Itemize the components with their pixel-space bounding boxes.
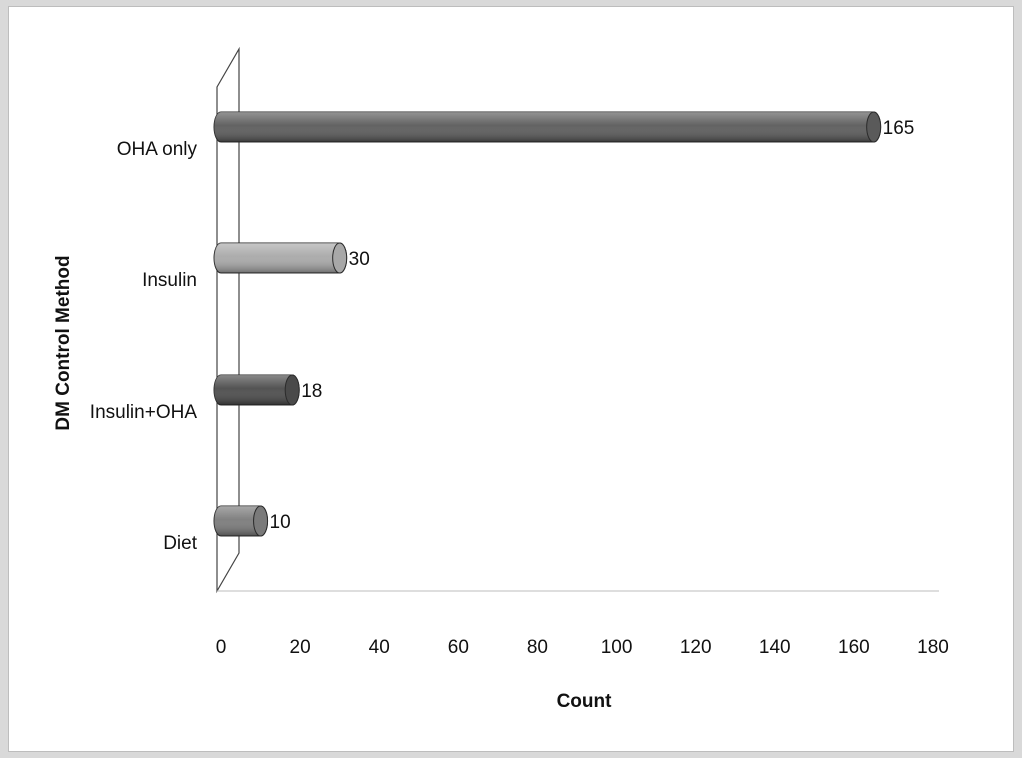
x-tick-label: 60 — [448, 637, 469, 658]
x-tick-label: 0 — [216, 637, 227, 658]
x-axis-title: Count — [557, 691, 613, 712]
bar-end-cap — [284, 374, 300, 406]
x-tick-label: 120 — [680, 637, 712, 658]
x-tick-label: 20 — [290, 637, 311, 658]
category-label: OHA only — [117, 139, 198, 160]
bar-group — [213, 374, 300, 406]
plot-back-wall — [216, 46, 240, 594]
bar-value-label: 10 — [270, 512, 291, 533]
x-tick-label: 40 — [369, 637, 390, 658]
bar-shading — [214, 112, 881, 142]
x-tick-label: 160 — [838, 637, 870, 658]
x-tick-label: 180 — [917, 637, 949, 658]
bar-end-cap — [866, 111, 882, 143]
bar-group — [213, 505, 269, 537]
y-axis-title: DM Control Method — [53, 255, 74, 430]
chart-frame: 165 OHA only 30 Insulin 18 Insulin+OHA 10 Diet … — [8, 6, 1014, 752]
x-tick-labels: 0 20 40 60 80 100 120 140 160 180 — [216, 637, 949, 658]
bar-value-label: 18 — [301, 381, 322, 402]
category-label: Diet — [163, 533, 198, 554]
x-tick-label: 140 — [759, 637, 791, 658]
bar-shading — [214, 375, 300, 405]
x-tick-label: 100 — [601, 637, 633, 658]
category-label: Insulin+OHA — [90, 402, 198, 423]
bar-value-label: 30 — [349, 249, 370, 270]
category-label: Insulin — [142, 270, 197, 291]
bar-shading — [214, 243, 347, 273]
bar-end-cap — [332, 242, 348, 274]
bar-end-cap — [253, 505, 269, 537]
x-tick-label: 80 — [527, 637, 548, 658]
bar-group — [213, 111, 882, 143]
bar-group — [213, 242, 348, 274]
bar-value-label: 165 — [883, 118, 915, 139]
bars-layer: 165 OHA only 30 Insulin 18 Insulin+OHA 10 Diet — [90, 111, 915, 554]
